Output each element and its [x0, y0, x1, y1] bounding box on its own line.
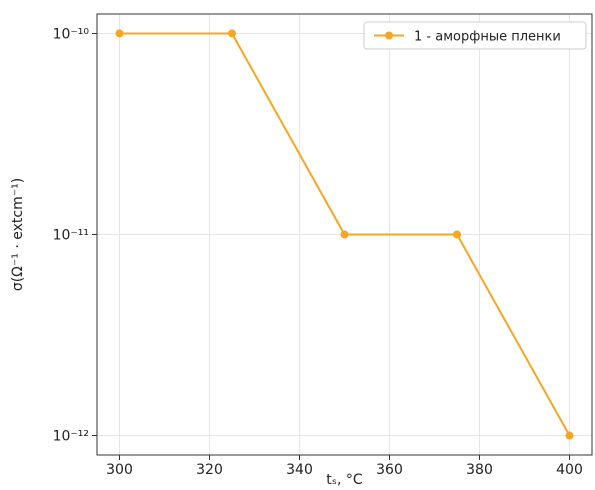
x-tick-label: 380: [466, 462, 493, 478]
y-tick-label: 10⁻¹¹: [53, 228, 89, 244]
legend: 1 - аморфные пленки: [363, 21, 587, 50]
data-point: [228, 29, 236, 38]
legend-label: 1 - аморфные пленки: [414, 30, 561, 45]
series-layer: [115, 29, 574, 440]
data-point: [115, 29, 124, 38]
x-tick-label: 400: [556, 462, 583, 478]
x-tick-label: 340: [286, 462, 313, 478]
x-tick-label: 320: [196, 462, 223, 478]
data-point: [340, 230, 349, 239]
x-axis-label: tₛ, °C: [326, 472, 363, 488]
x-tick-label: 300: [106, 462, 133, 478]
data-point: [565, 431, 574, 440]
x-tick-label: 360: [376, 462, 403, 478]
y-axis-label: σ(Ω⁻¹ · extcm⁻¹): [10, 178, 26, 291]
legend-marker: [385, 31, 393, 40]
ticks: 300 320 340 360 380 400 10⁻¹² 10⁻¹¹ 10⁻¹⁰: [53, 26, 583, 478]
y-tick-label: 10⁻¹²: [53, 429, 89, 445]
data-point: [453, 230, 461, 239]
legend-box: [363, 21, 587, 50]
y-tick-label: 10⁻¹⁰: [53, 26, 90, 42]
